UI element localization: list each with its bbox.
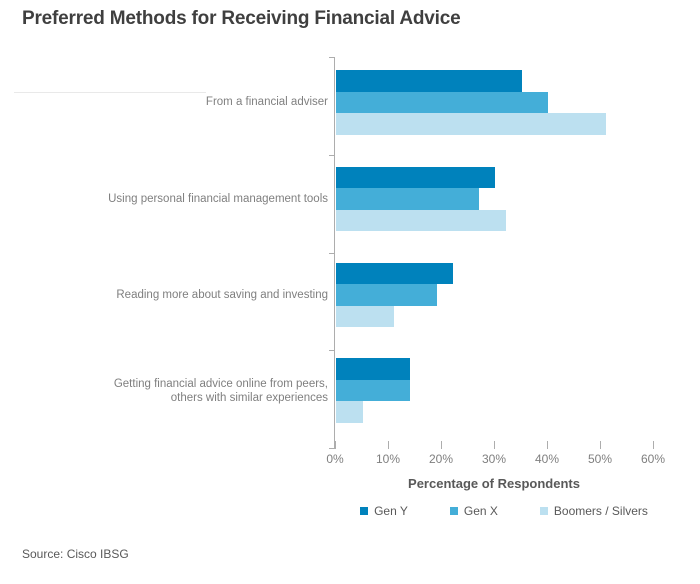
legend: Gen Y Gen X Boomers / Silvers [304, 504, 700, 518]
x-tick-label: 10% [375, 452, 401, 466]
x-tick-label: 40% [534, 452, 560, 466]
legend-item-gen-y: Gen Y [360, 504, 408, 518]
x-tick-label: 60% [640, 452, 666, 466]
bar-gen-y [336, 262, 453, 284]
legend-label: Boomers / Silvers [553, 504, 648, 518]
category-label: Getting financial advice online from pee… [113, 377, 328, 404]
x-tick-label: 0% [326, 452, 344, 466]
chart-title: Preferred Methods for Receiving Financia… [22, 8, 461, 29]
category-label: Using personal financial management tool… [108, 192, 328, 205]
legend-swatch-icon [360, 507, 369, 515]
y-axis-tick [329, 448, 335, 449]
y-axis-tick [329, 155, 335, 156]
category-label: Reading more about saving and investing [116, 288, 328, 301]
legend-swatch-icon [539, 507, 548, 515]
x-axis-tick [547, 441, 548, 449]
x-axis-tick [494, 441, 495, 449]
bar-gen-y [336, 358, 411, 380]
row-divider [14, 92, 206, 93]
bar-gen-x [336, 188, 480, 210]
bar-gen-y [336, 166, 495, 189]
y-axis-tick [329, 57, 335, 58]
bar-gen-y [336, 70, 522, 92]
y-axis-tick [329, 253, 335, 254]
bar-gen-x [336, 91, 548, 113]
y-axis-tick [329, 350, 335, 351]
x-tick-label: 30% [481, 452, 507, 466]
x-tick-label: 50% [587, 452, 613, 466]
bar-boomers-silvers [336, 305, 395, 327]
x-axis-tick [441, 441, 442, 449]
legend-label: Gen X [463, 504, 498, 518]
x-axis-title: Percentage of Respondents [408, 476, 580, 491]
legend-item-gen-x: Gen X [449, 504, 498, 518]
x-axis-tick [653, 441, 654, 449]
legend-item-boomers-silvers: Boomers / Silvers [539, 504, 648, 518]
legend-swatch-icon [449, 507, 458, 515]
bar-gen-x [336, 379, 411, 402]
x-axis-tick [335, 441, 336, 449]
source-note: Source: Cisco IBSG [22, 547, 129, 561]
x-tick-label: 20% [428, 452, 454, 466]
bar-gen-x [336, 284, 437, 306]
bar-boomers-silvers [336, 401, 363, 423]
x-axis-tick [388, 441, 389, 449]
x-axis-tick [600, 441, 601, 449]
legend-label: Gen Y [374, 504, 408, 518]
bar-boomers-silvers [336, 209, 506, 232]
bar-boomers-silvers [336, 113, 607, 135]
category-label: From a financial adviser [205, 96, 328, 109]
